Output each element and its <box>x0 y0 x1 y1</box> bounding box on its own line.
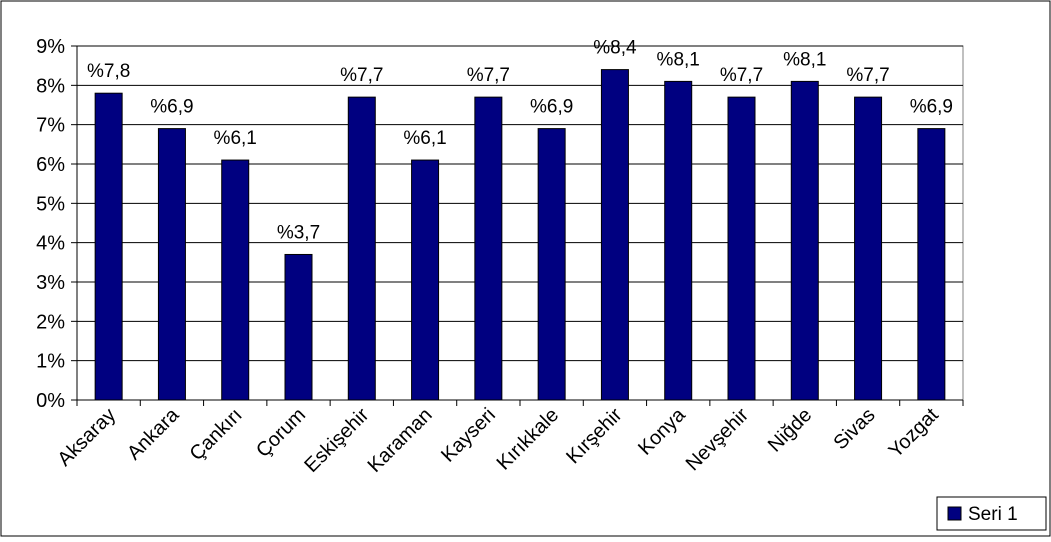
bar <box>94 92 123 401</box>
data-label: %8,1 <box>657 49 700 70</box>
data-label: %6,9 <box>530 97 573 118</box>
bar <box>474 96 503 401</box>
bar <box>157 128 186 401</box>
data-label: %7,8 <box>87 61 130 82</box>
bar <box>600 69 629 401</box>
data-label: %7,7 <box>846 65 889 86</box>
data-label: %6,1 <box>403 128 446 149</box>
data-label: %7,7 <box>720 65 763 86</box>
y-tick-label: 6% <box>36 154 65 176</box>
data-label: %7,7 <box>467 65 510 86</box>
legend-entry-label: Seri 1 <box>968 504 1018 525</box>
data-label: %6,9 <box>150 97 193 118</box>
data-label: %6,1 <box>214 128 257 149</box>
bar-series <box>94 69 946 401</box>
bar <box>221 159 250 401</box>
bar <box>347 96 376 401</box>
legend-swatch <box>947 506 962 521</box>
y-tick-label: 3% <box>36 272 65 294</box>
legend: Seri 1 <box>936 496 1047 531</box>
y-tick-label: 8% <box>36 75 65 97</box>
data-label: %3,7 <box>277 222 320 243</box>
bar <box>917 128 946 401</box>
bar <box>284 253 313 401</box>
y-tick-labels: 0% 1% 2% 3% 4% 5% 6% 7% 8% 9% <box>36 36 65 412</box>
bar <box>664 80 693 401</box>
axes <box>71 45 964 406</box>
bar <box>537 128 566 401</box>
y-tick-label: 5% <box>36 193 65 215</box>
y-tick-label: 4% <box>36 233 65 255</box>
bar <box>411 159 440 401</box>
y-tick-label: 1% <box>36 351 65 373</box>
data-label: %6,9 <box>910 97 953 118</box>
bar <box>790 80 819 401</box>
data-label: %8,4 <box>593 38 637 59</box>
y-tick-label: 7% <box>36 115 65 137</box>
y-tick-label: 0% <box>36 390 65 412</box>
bar <box>727 96 756 401</box>
data-label: %8,1 <box>783 49 826 70</box>
y-tick-label: 2% <box>36 311 65 333</box>
y-tick-label: 9% <box>36 36 65 58</box>
bar <box>854 96 883 401</box>
data-labels: %7,8 %6,9 %6,1 %3,7 %7,7 %6,1 %7,7 %6,9 %8,4 %8,1… <box>87 38 953 244</box>
data-label: %7,7 <box>340 65 383 86</box>
plot-area <box>76 45 964 401</box>
